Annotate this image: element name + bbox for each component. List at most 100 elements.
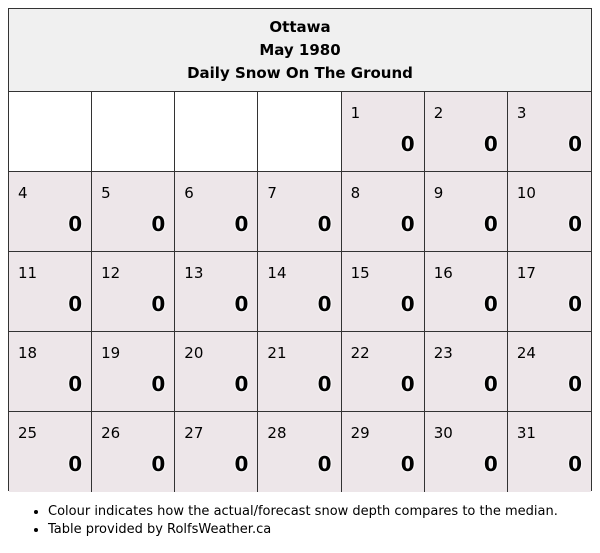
snow-depth-value: 0 xyxy=(400,452,415,476)
note-item: Colour indicates how the actual/forecast… xyxy=(48,503,558,521)
snow-depth-value: 0 xyxy=(317,292,332,316)
snow-depth-value: 0 xyxy=(151,292,166,316)
snow-depth-value: 0 xyxy=(568,292,582,316)
snow-depth-value: 0 xyxy=(68,372,83,396)
day-number: 13 xyxy=(184,264,204,282)
snow-depth-value: 0 xyxy=(483,132,498,156)
snow-depth-value: 0 xyxy=(400,292,415,316)
table-header: Ottawa May 1980 Daily Snow On The Ground xyxy=(9,9,591,92)
period-label: May 1980 xyxy=(259,40,341,59)
day-number: 19 xyxy=(101,344,121,362)
calendar-day-cell: 27 0 xyxy=(175,412,259,492)
note-item: Table provided by RolfsWeather.ca xyxy=(48,521,558,539)
day-number: 6 xyxy=(184,184,194,202)
snow-depth-value: 0 xyxy=(234,372,249,396)
snow-depth-value: 0 xyxy=(151,372,166,396)
calendar-day-cell: 19 0 xyxy=(92,332,176,412)
day-number: 5 xyxy=(101,184,111,202)
day-number: 15 xyxy=(350,264,370,282)
city-name: Ottawa xyxy=(269,17,331,36)
calendar-day-cell: 29 0 xyxy=(341,412,425,492)
snow-depth-value: 0 xyxy=(483,292,498,316)
snow-depth-value: 0 xyxy=(317,452,332,476)
day-number: 20 xyxy=(184,344,204,362)
calendar-day-cell: 10 0 xyxy=(507,172,591,252)
calendar-blank-cell xyxy=(92,92,176,172)
snow-depth-value: 0 xyxy=(400,212,415,236)
calendar-day-cell: 18 0 xyxy=(9,332,93,412)
snow-depth-value: 0 xyxy=(68,452,83,476)
calendar-blank-cell xyxy=(258,92,342,172)
day-number: 29 xyxy=(350,424,370,442)
calendar-day-cell: 16 0 xyxy=(424,252,508,332)
snow-depth-value: 0 xyxy=(483,452,498,476)
calendar-blank-cell xyxy=(175,92,259,172)
day-number: 24 xyxy=(516,344,536,362)
day-number: 10 xyxy=(516,184,536,202)
calendar-grid: 1 0 2 0 3 0 4 0 5 0 6 0 7 0 8 0 9 0 10 0 11 0 12 0 13 0 14 0 15 0 16 0 1… xyxy=(9,92,591,492)
day-number: 27 xyxy=(184,424,204,442)
calendar-day-cell: 23 0 xyxy=(424,332,508,412)
day-number: 25 xyxy=(18,424,38,442)
snow-depth-value: 0 xyxy=(234,292,249,316)
day-number: 2 xyxy=(433,104,444,122)
snow-depth-value: 0 xyxy=(151,212,166,236)
day-number: 21 xyxy=(267,344,287,362)
snow-depth-value: 0 xyxy=(483,372,498,396)
snow-depth-value: 0 xyxy=(568,212,582,236)
snow-calendar-table: Ottawa May 1980 Daily Snow On The Ground… xyxy=(8,8,592,492)
calendar-day-cell: 25 0 xyxy=(9,412,93,492)
day-number: 22 xyxy=(350,344,370,362)
snow-depth-value: 0 xyxy=(483,212,498,236)
snow-depth-value: 0 xyxy=(400,132,415,156)
day-number: 9 xyxy=(433,184,444,202)
calendar-day-cell: 14 0 xyxy=(258,252,342,332)
day-number: 17 xyxy=(516,264,536,282)
calendar-day-cell: 11 0 xyxy=(9,252,93,332)
day-number: 12 xyxy=(101,264,121,282)
notes-list: Colour indicates how the actual/forecast… xyxy=(24,503,558,539)
day-number: 8 xyxy=(350,184,361,202)
calendar-day-cell: 28 0 xyxy=(258,412,342,492)
snow-depth-value: 0 xyxy=(151,452,166,476)
table-title: Daily Snow On The Ground xyxy=(187,63,413,82)
day-number: 23 xyxy=(433,344,453,362)
snow-depth-value: 0 xyxy=(317,212,332,236)
day-number: 7 xyxy=(267,184,277,202)
day-number: 28 xyxy=(267,424,287,442)
calendar-day-cell: 24 0 xyxy=(507,332,591,412)
day-number: 1 xyxy=(350,104,361,122)
snow-depth-value: 0 xyxy=(234,212,249,236)
snow-depth-value: 0 xyxy=(568,132,582,156)
snow-depth-value: 0 xyxy=(317,372,332,396)
calendar-day-cell: 17 0 xyxy=(507,252,591,332)
calendar-blank-cell xyxy=(9,92,93,172)
day-number: 31 xyxy=(516,424,536,442)
day-number: 26 xyxy=(101,424,121,442)
calendar-day-cell: 31 0 xyxy=(507,412,591,492)
calendar-day-cell: 12 0 xyxy=(92,252,176,332)
calendar-day-cell: 21 0 xyxy=(258,332,342,412)
calendar-day-cell: 22 0 xyxy=(341,332,425,412)
calendar-day-cell: 20 0 xyxy=(175,332,259,412)
day-number: 4 xyxy=(18,184,28,202)
day-number: 11 xyxy=(18,264,38,282)
calendar-day-cell: 30 0 xyxy=(424,412,508,492)
calendar-day-cell: 26 0 xyxy=(92,412,176,492)
day-number: 3 xyxy=(516,104,527,122)
snow-depth-value: 0 xyxy=(68,292,83,316)
day-number: 30 xyxy=(433,424,453,442)
day-number: 16 xyxy=(433,264,453,282)
snow-depth-value: 0 xyxy=(234,452,249,476)
day-number: 14 xyxy=(267,264,287,282)
snow-depth-value: 0 xyxy=(400,372,415,396)
